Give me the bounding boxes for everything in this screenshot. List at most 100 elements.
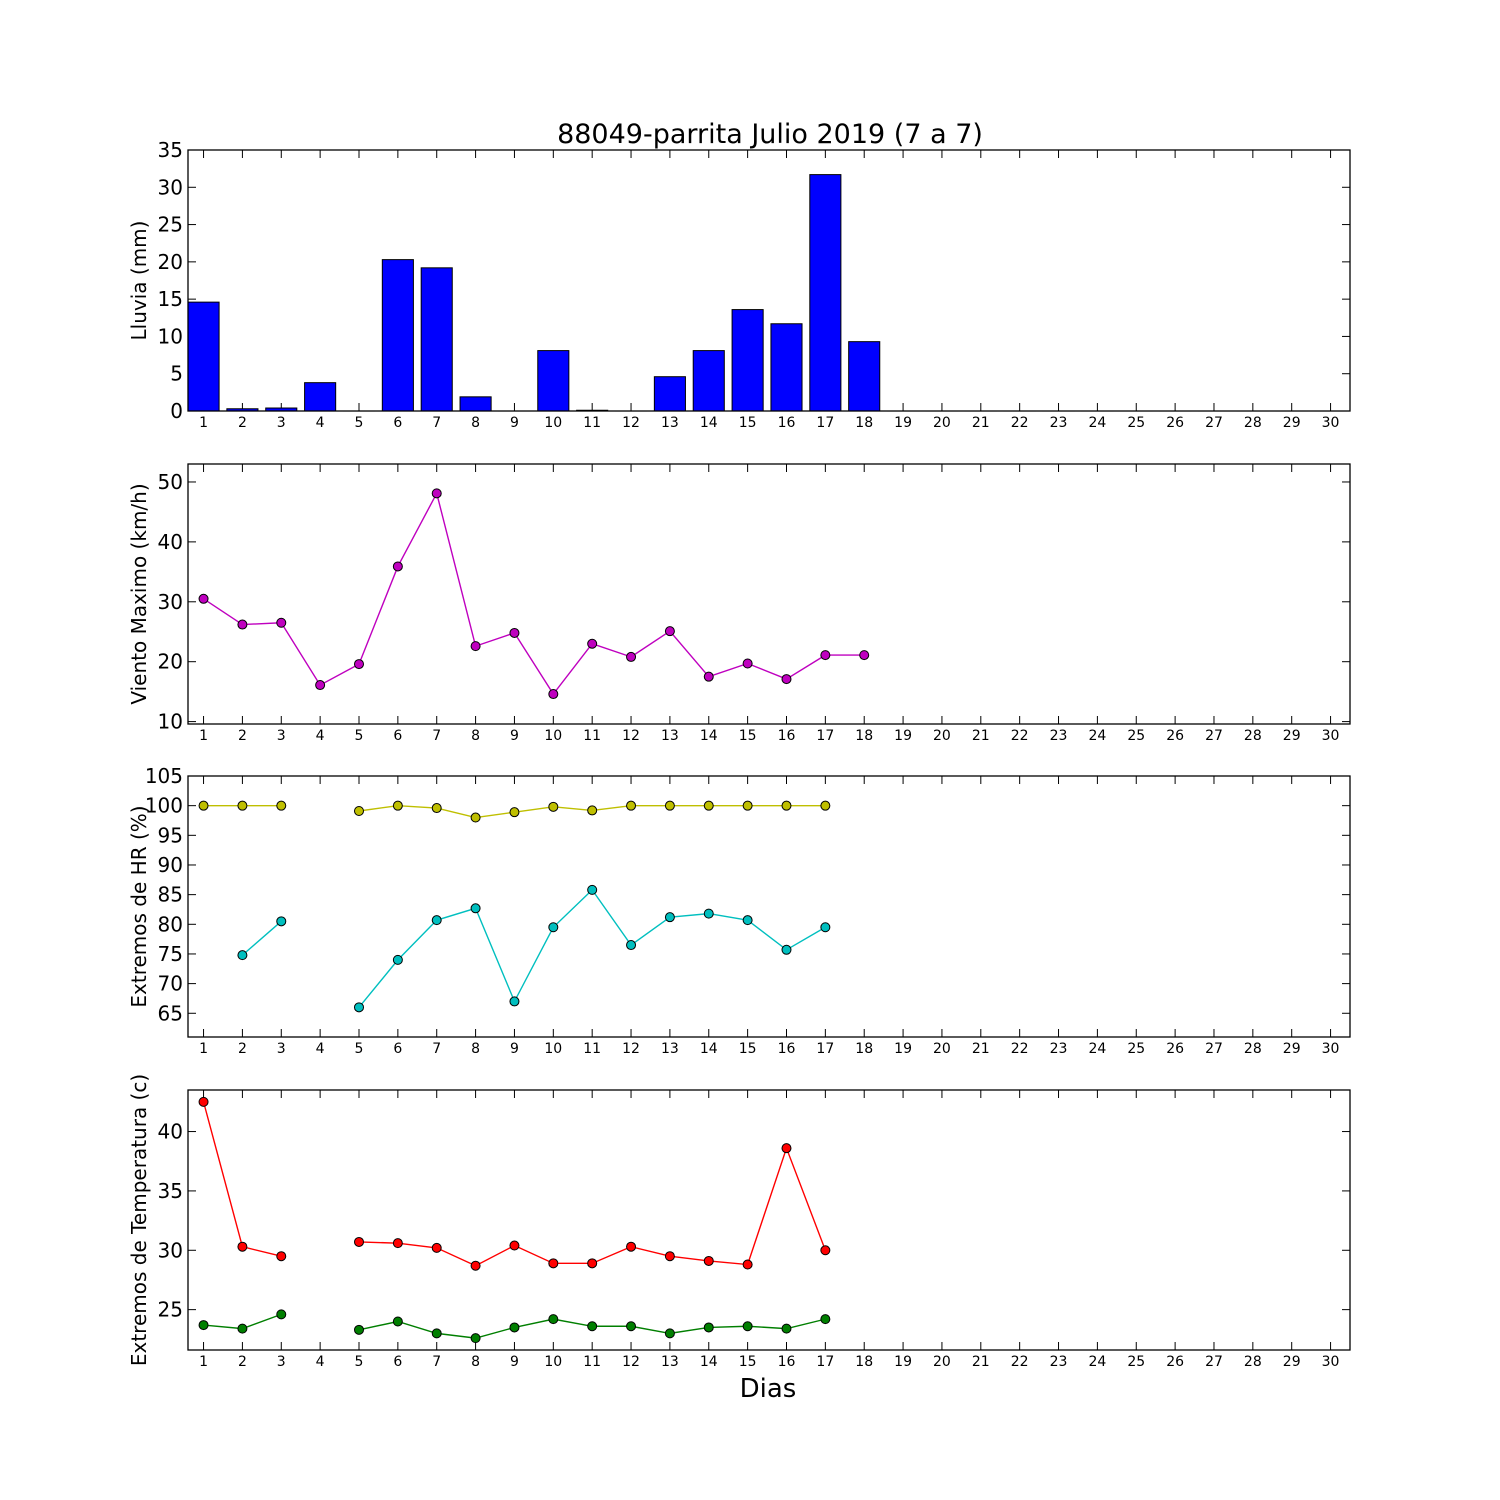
- series-1-point-day-7: [431, 488, 442, 499]
- x-tick-label: 1: [199, 1041, 208, 1057]
- y-tick-label: 30: [158, 175, 183, 199]
- x-tick-label: 2: [238, 728, 247, 744]
- x-tick-label: 7: [432, 1354, 441, 1370]
- series-2-point-day-11: [587, 884, 598, 895]
- x-tick-label: 28: [1244, 1041, 1262, 1057]
- series-1-point-day-8: [470, 641, 481, 652]
- x-tick-label: 29: [1283, 728, 1301, 744]
- x-tick-label: 13: [661, 728, 679, 744]
- x-tick-label: 30: [1322, 728, 1340, 744]
- series-1-point-day-18: [859, 650, 870, 661]
- series-1-point-day-3: [276, 1251, 287, 1262]
- series-1-point-day-4: [315, 680, 326, 691]
- x-tick-label: 21: [972, 1041, 990, 1057]
- series-2-point-day-15: [742, 1321, 753, 1332]
- x-tick-label: 21: [972, 415, 990, 431]
- x-tick-label: 24: [1088, 1354, 1106, 1370]
- x-tick-label: 30: [1322, 1041, 1340, 1057]
- series-2-point-day-17: [820, 1314, 831, 1325]
- y-tick-label: 10: [158, 324, 183, 348]
- x-tick-label: 6: [393, 728, 402, 744]
- y-axis-label-1: Lluvia (mm): [127, 221, 151, 341]
- series-2-point-day-13: [664, 1328, 675, 1339]
- bar-day-14: [692, 350, 725, 412]
- x-tick-label: 26: [1166, 728, 1184, 744]
- series-2-point-day-7: [431, 1328, 442, 1339]
- series-2-point-day-12: [626, 940, 637, 951]
- series-1-point-day-6: [392, 1238, 403, 1249]
- series-1-point-day-9: [509, 627, 520, 638]
- x-tick-label: 12: [622, 1354, 640, 1370]
- series-2-point-day-13: [664, 912, 675, 923]
- x-tick-label: 5: [355, 1041, 364, 1057]
- x-tick-label: 14: [700, 1354, 718, 1370]
- x-tick-label: 25: [1127, 1354, 1145, 1370]
- x-tick-label: 4: [316, 415, 325, 431]
- x-tick-label: 11: [583, 1041, 601, 1057]
- plot-frame-2: [187, 463, 1351, 725]
- series-1-point-day-9: [509, 1240, 520, 1251]
- series-2-point-day-9: [509, 996, 520, 1007]
- series-1-point-day-15: [742, 800, 753, 811]
- y-tick-label: 105: [145, 764, 183, 788]
- y-tick-label: 100: [145, 794, 183, 818]
- x-tick-label: 15: [739, 415, 757, 431]
- x-tick-label: 23: [1050, 728, 1068, 744]
- x-tick-label: 30: [1322, 415, 1340, 431]
- x-tick-label: 3: [277, 1041, 286, 1057]
- x-tick-label: 29: [1283, 1354, 1301, 1370]
- series-1-point-day-11: [587, 638, 598, 649]
- plot-frame-3: [187, 775, 1351, 1038]
- x-tick-label: 3: [277, 1354, 286, 1370]
- x-tick-label: 28: [1244, 415, 1262, 431]
- x-tick-label: 16: [778, 1354, 796, 1370]
- series-1-line: [203, 491, 865, 696]
- series-2-point-day-3: [276, 916, 287, 927]
- x-tick-label: 14: [700, 728, 718, 744]
- x-tick-label: 22: [1011, 1041, 1029, 1057]
- x-tick-label: 11: [583, 728, 601, 744]
- y-tick-label: 75: [158, 942, 183, 966]
- bar-day-8: [459, 396, 492, 412]
- series-1-point-day-17: [820, 800, 831, 811]
- x-tick-label: 26: [1166, 1354, 1184, 1370]
- series-2-point-day-7: [431, 915, 442, 926]
- y-tick-label: 35: [158, 1179, 183, 1203]
- series-2-point-day-1: [198, 1320, 209, 1331]
- x-tick-label: 16: [778, 1041, 796, 1057]
- series-1-point-day-7: [431, 803, 442, 814]
- series-1-point-day-12: [626, 1241, 637, 1252]
- x-tick-label: 28: [1244, 1354, 1262, 1370]
- y-tick-label: 30: [158, 1238, 183, 1262]
- x-tick-label: 5: [355, 1354, 364, 1370]
- y-tick-label: 0: [170, 399, 183, 423]
- bar-day-13: [653, 376, 686, 412]
- series-1-point-day-5: [353, 1236, 364, 1247]
- x-tick-label: 19: [894, 1354, 912, 1370]
- series-1-point-day-5: [353, 805, 364, 816]
- x-tick-label: 15: [739, 728, 757, 744]
- x-tick-label: 27: [1205, 728, 1223, 744]
- y-tick-label: 25: [158, 213, 183, 237]
- x-tick-label: 21: [972, 728, 990, 744]
- x-tick-label: 22: [1011, 415, 1029, 431]
- y-tick-label: 30: [158, 590, 183, 614]
- x-tick-label: 25: [1127, 415, 1145, 431]
- series-2-point-day-2: [237, 950, 248, 961]
- series-1-point-day-2: [237, 619, 248, 630]
- series-2-point-day-10: [548, 1314, 559, 1325]
- x-tick-label: 15: [739, 1041, 757, 1057]
- bar-day-15: [731, 309, 764, 412]
- series-2-point-day-6: [392, 1316, 403, 1327]
- series-1-point-day-12: [626, 800, 637, 811]
- series-2-point-day-10: [548, 922, 559, 933]
- x-tick-label: 12: [622, 728, 640, 744]
- series-1-point-day-11: [587, 1258, 598, 1269]
- y-axis-label-3: Extremos de HR (%): [127, 805, 151, 1007]
- plot-frame-4: [187, 1089, 1351, 1351]
- x-tick-label: 9: [510, 1354, 519, 1370]
- x-tick-label: 13: [661, 1041, 679, 1057]
